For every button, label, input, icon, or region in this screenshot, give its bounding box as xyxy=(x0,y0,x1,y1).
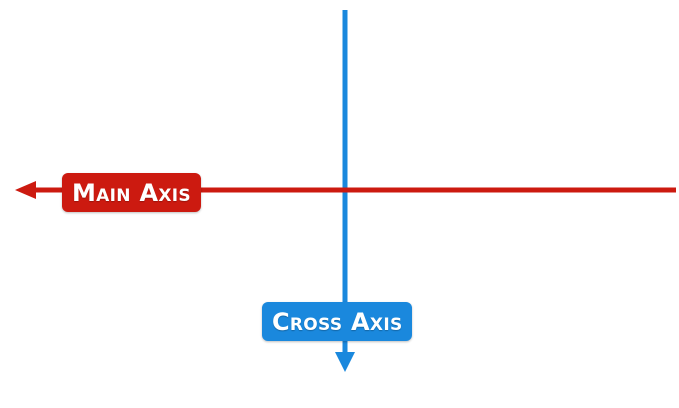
main-axis-label: Main Axis xyxy=(62,173,201,212)
cross-axis-arrowhead xyxy=(335,352,355,372)
main-axis-arrowhead xyxy=(15,181,36,199)
cross-axis-label: Cross Axis xyxy=(262,302,413,341)
